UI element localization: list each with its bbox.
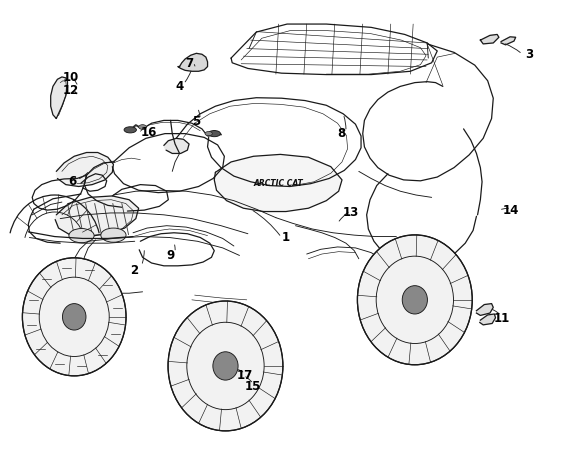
Text: 4: 4 xyxy=(175,80,184,93)
Text: 8: 8 xyxy=(338,127,346,140)
Polygon shape xyxy=(55,196,138,237)
Polygon shape xyxy=(501,37,516,45)
Text: 5: 5 xyxy=(192,115,200,128)
Ellipse shape xyxy=(402,285,427,314)
Polygon shape xyxy=(480,35,499,44)
Text: 2: 2 xyxy=(130,264,138,277)
Ellipse shape xyxy=(101,228,126,242)
Text: 1: 1 xyxy=(282,231,289,244)
Polygon shape xyxy=(480,314,495,325)
Ellipse shape xyxy=(62,304,86,330)
Text: 10: 10 xyxy=(63,71,79,85)
Text: 17: 17 xyxy=(236,369,253,382)
Ellipse shape xyxy=(358,235,472,365)
Ellipse shape xyxy=(208,131,221,137)
Text: 3: 3 xyxy=(525,48,533,61)
Polygon shape xyxy=(215,154,342,211)
Ellipse shape xyxy=(69,228,94,243)
Text: 15: 15 xyxy=(245,380,261,393)
Ellipse shape xyxy=(213,352,238,380)
Text: 12: 12 xyxy=(63,84,79,97)
Text: 13: 13 xyxy=(343,207,359,219)
Text: ARCTIC CAT: ARCTIC CAT xyxy=(253,179,303,188)
Text: 6: 6 xyxy=(69,175,77,188)
Ellipse shape xyxy=(205,132,212,136)
Polygon shape xyxy=(164,138,189,153)
Ellipse shape xyxy=(168,301,283,431)
Polygon shape xyxy=(56,152,113,187)
Ellipse shape xyxy=(124,127,136,133)
Text: 7: 7 xyxy=(185,57,193,70)
Polygon shape xyxy=(51,77,68,118)
Polygon shape xyxy=(476,304,493,315)
Ellipse shape xyxy=(23,258,126,376)
Polygon shape xyxy=(208,369,226,377)
Text: 14: 14 xyxy=(503,204,519,217)
Text: 9: 9 xyxy=(167,249,175,262)
Text: 11: 11 xyxy=(493,312,510,325)
Polygon shape xyxy=(178,53,208,71)
Ellipse shape xyxy=(138,124,146,129)
Text: 16: 16 xyxy=(140,126,157,139)
